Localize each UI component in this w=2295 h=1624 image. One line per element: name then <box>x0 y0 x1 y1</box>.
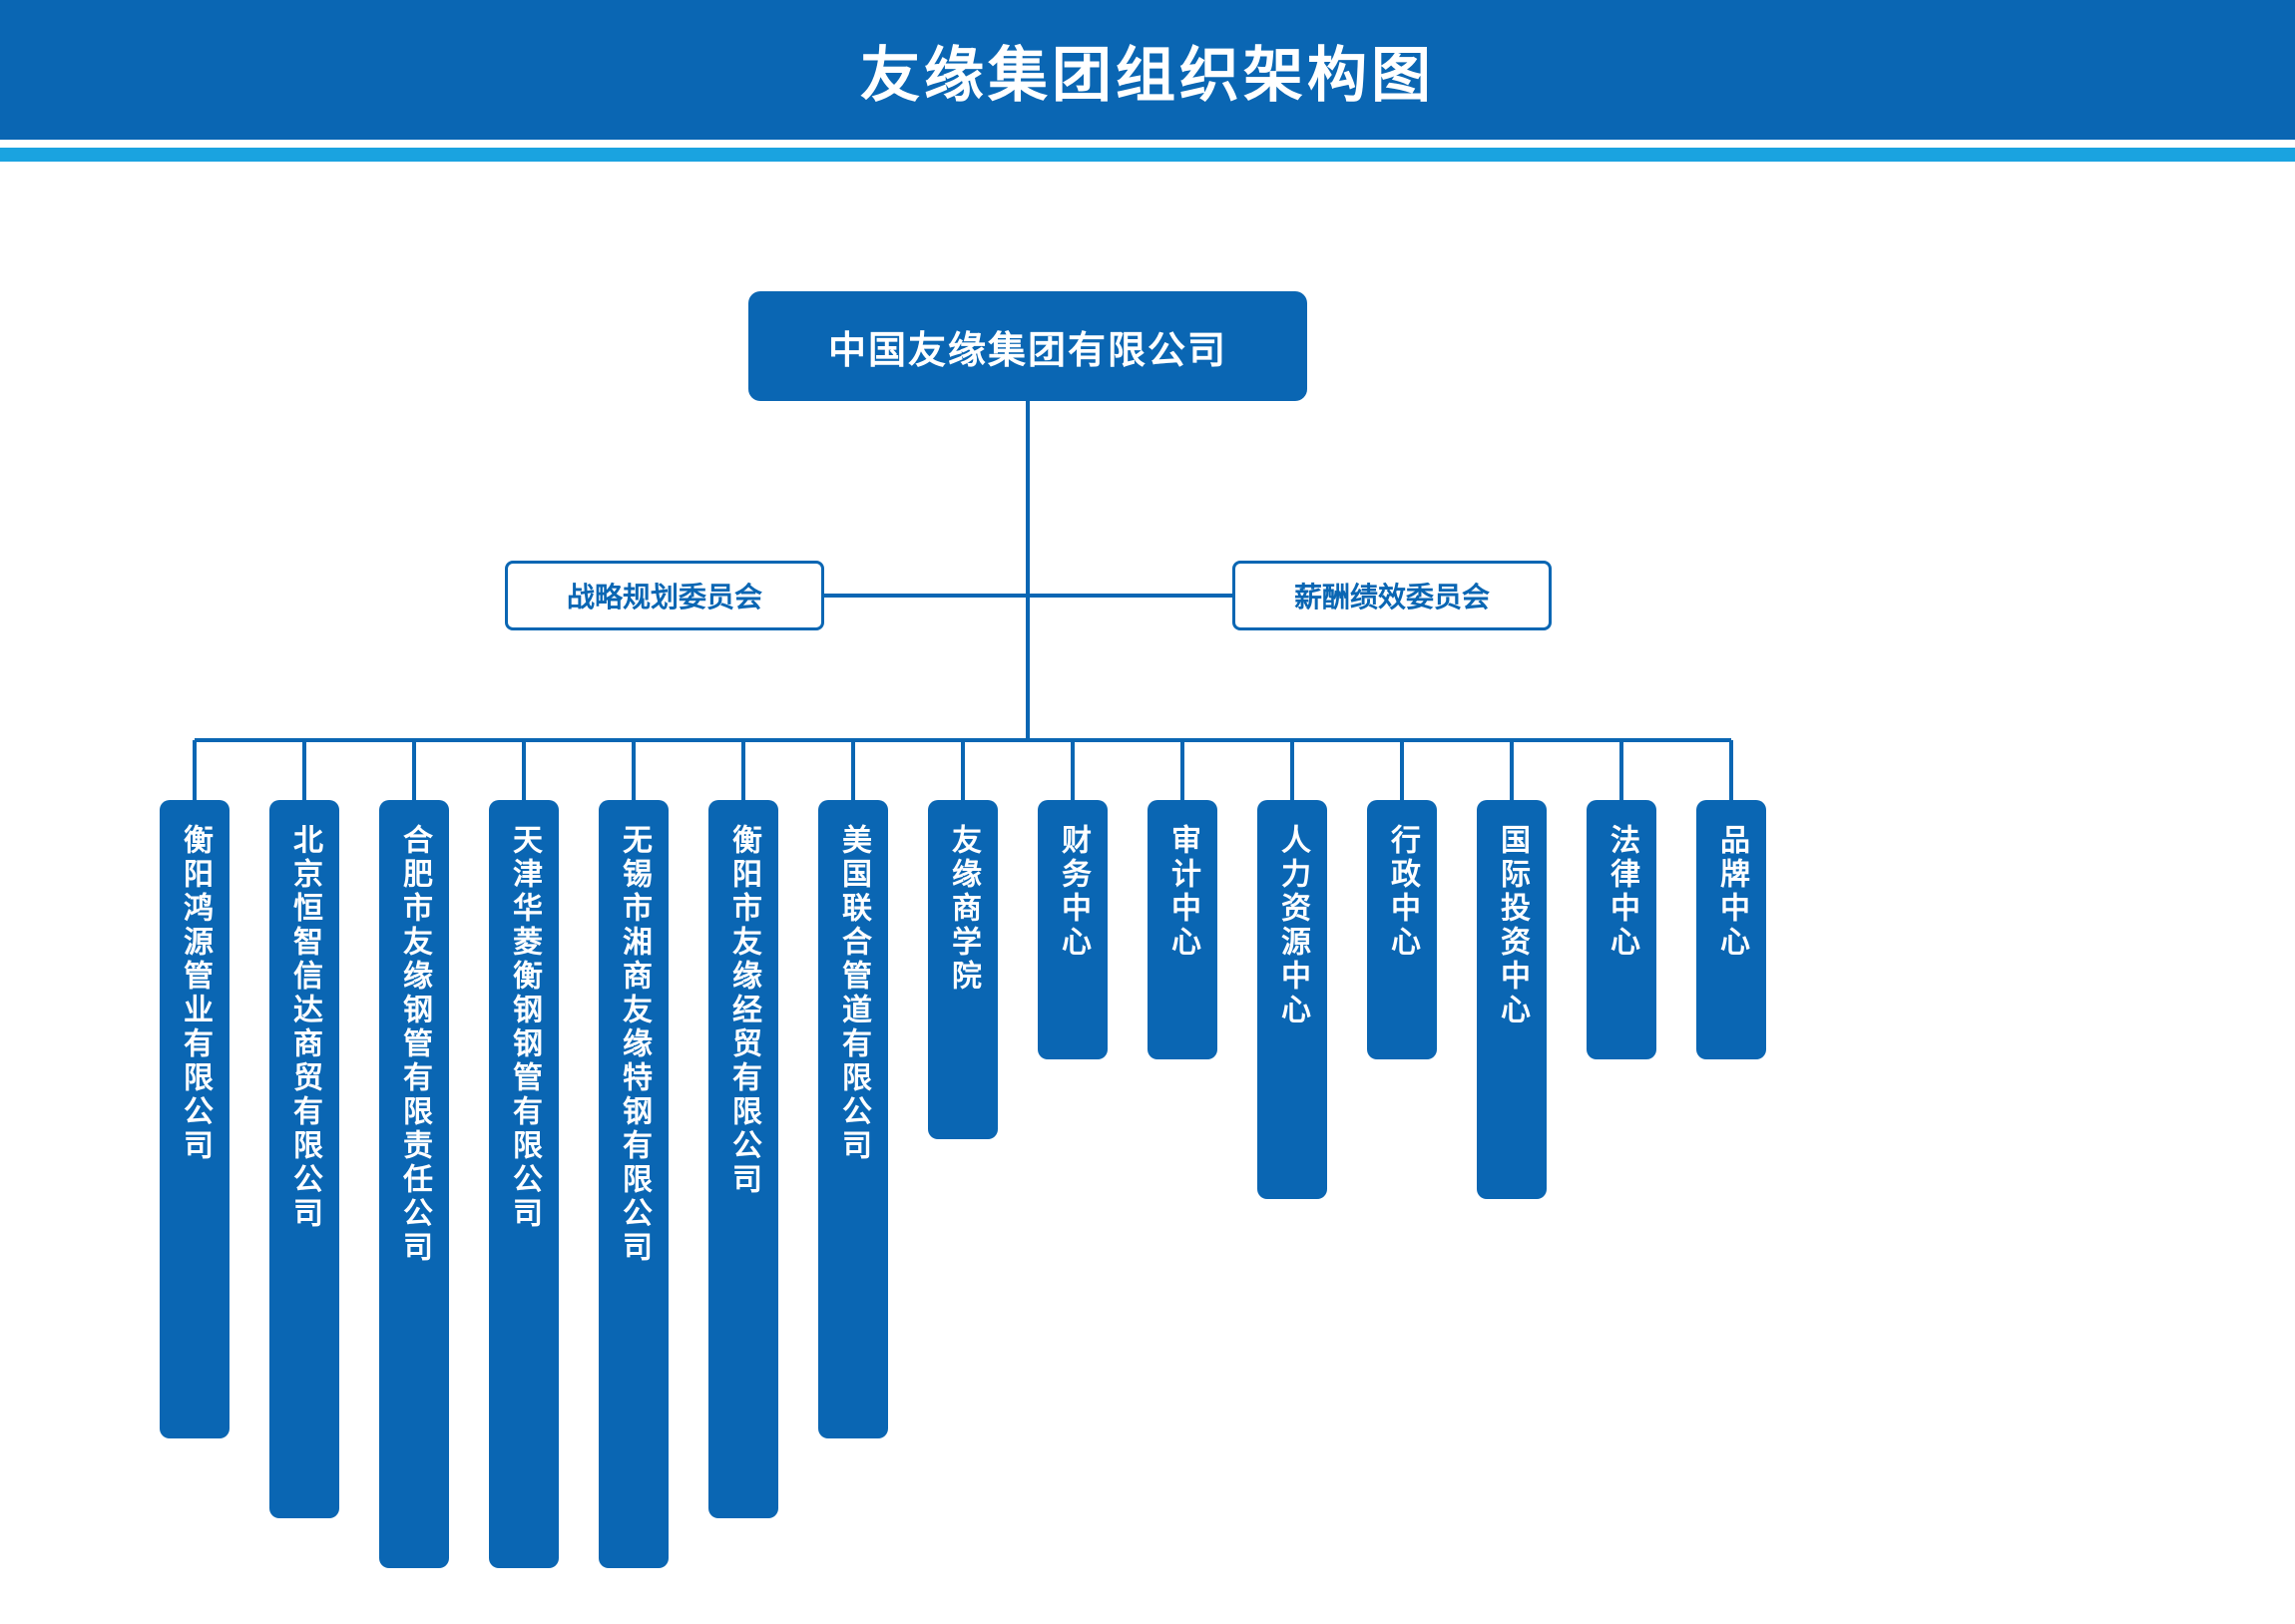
leaf-label: 财务中心 <box>1051 824 1095 960</box>
leaf-label: 行政中心 <box>1380 824 1424 960</box>
leaf-node: 人力资源中心 <box>1257 800 1327 1199</box>
header-title: 友缘集团组织架构图 <box>860 27 1435 114</box>
leaf-label: 美国联合管道有限公司 <box>831 824 875 1163</box>
side-node-right: 薪酬绩效委员会 <box>1232 561 1552 630</box>
leaf-node: 合肥市友缘钢管有限责任公司 <box>379 800 449 1568</box>
leaf-label: 北京恒智信达商贸有限公司 <box>282 824 326 1231</box>
leaf-node: 天津华菱衡钢钢管有限公司 <box>489 800 559 1568</box>
accent-bar <box>0 148 2295 162</box>
leaf-label: 无锡市湘商友缘特钢有限公司 <box>612 824 656 1265</box>
leaf-node: 财务中心 <box>1038 800 1108 1059</box>
leaf-label: 天津华菱衡钢钢管有限公司 <box>502 824 546 1231</box>
leaf-label: 衡阳鸿源管业有限公司 <box>173 824 217 1163</box>
leaf-node: 国际投资中心 <box>1477 800 1547 1199</box>
leaf-node: 审计中心 <box>1148 800 1217 1059</box>
header-bar: 友缘集团组织架构图 <box>0 0 2295 140</box>
leaf-node: 行政中心 <box>1367 800 1437 1059</box>
side-node-left: 战略规划委员会 <box>505 561 824 630</box>
side-left-label: 战略规划委员会 <box>567 576 762 615</box>
leaf-node: 品牌中心 <box>1696 800 1766 1059</box>
leaf-node: 北京恒智信达商贸有限公司 <box>269 800 339 1518</box>
leaf-node: 衡阳鸿源管业有限公司 <box>160 800 230 1438</box>
leaf-label: 国际投资中心 <box>1490 824 1534 1027</box>
leaf-node: 美国联合管道有限公司 <box>818 800 888 1438</box>
leaf-label: 友缘商学院 <box>941 824 985 994</box>
leaf-label: 人力资源中心 <box>1270 824 1314 1027</box>
leaf-node: 衡阳市友缘经贸有限公司 <box>708 800 778 1518</box>
leaf-node: 法律中心 <box>1587 800 1656 1059</box>
leaf-node: 友缘商学院 <box>928 800 998 1139</box>
leaf-label: 审计中心 <box>1160 824 1204 960</box>
side-right-label: 薪酬绩效委员会 <box>1294 576 1490 615</box>
leaf-label: 衡阳市友缘经贸有限公司 <box>721 824 765 1197</box>
leaf-label: 品牌中心 <box>1709 824 1753 960</box>
leaf-label: 合肥市友缘钢管有限责任公司 <box>392 824 436 1265</box>
leaf-node: 无锡市湘商友缘特钢有限公司 <box>599 800 669 1568</box>
org-chart: 中国友缘集团有限公司 战略规划委员会 薪酬绩效委员会 衡阳鸿源管业有限公司 北京恒… <box>0 162 2295 1624</box>
leaf-label: 法律中心 <box>1600 824 1643 960</box>
root-node: 中国友缘集团有限公司 <box>748 291 1307 401</box>
root-label: 中国友缘集团有限公司 <box>828 319 1227 374</box>
